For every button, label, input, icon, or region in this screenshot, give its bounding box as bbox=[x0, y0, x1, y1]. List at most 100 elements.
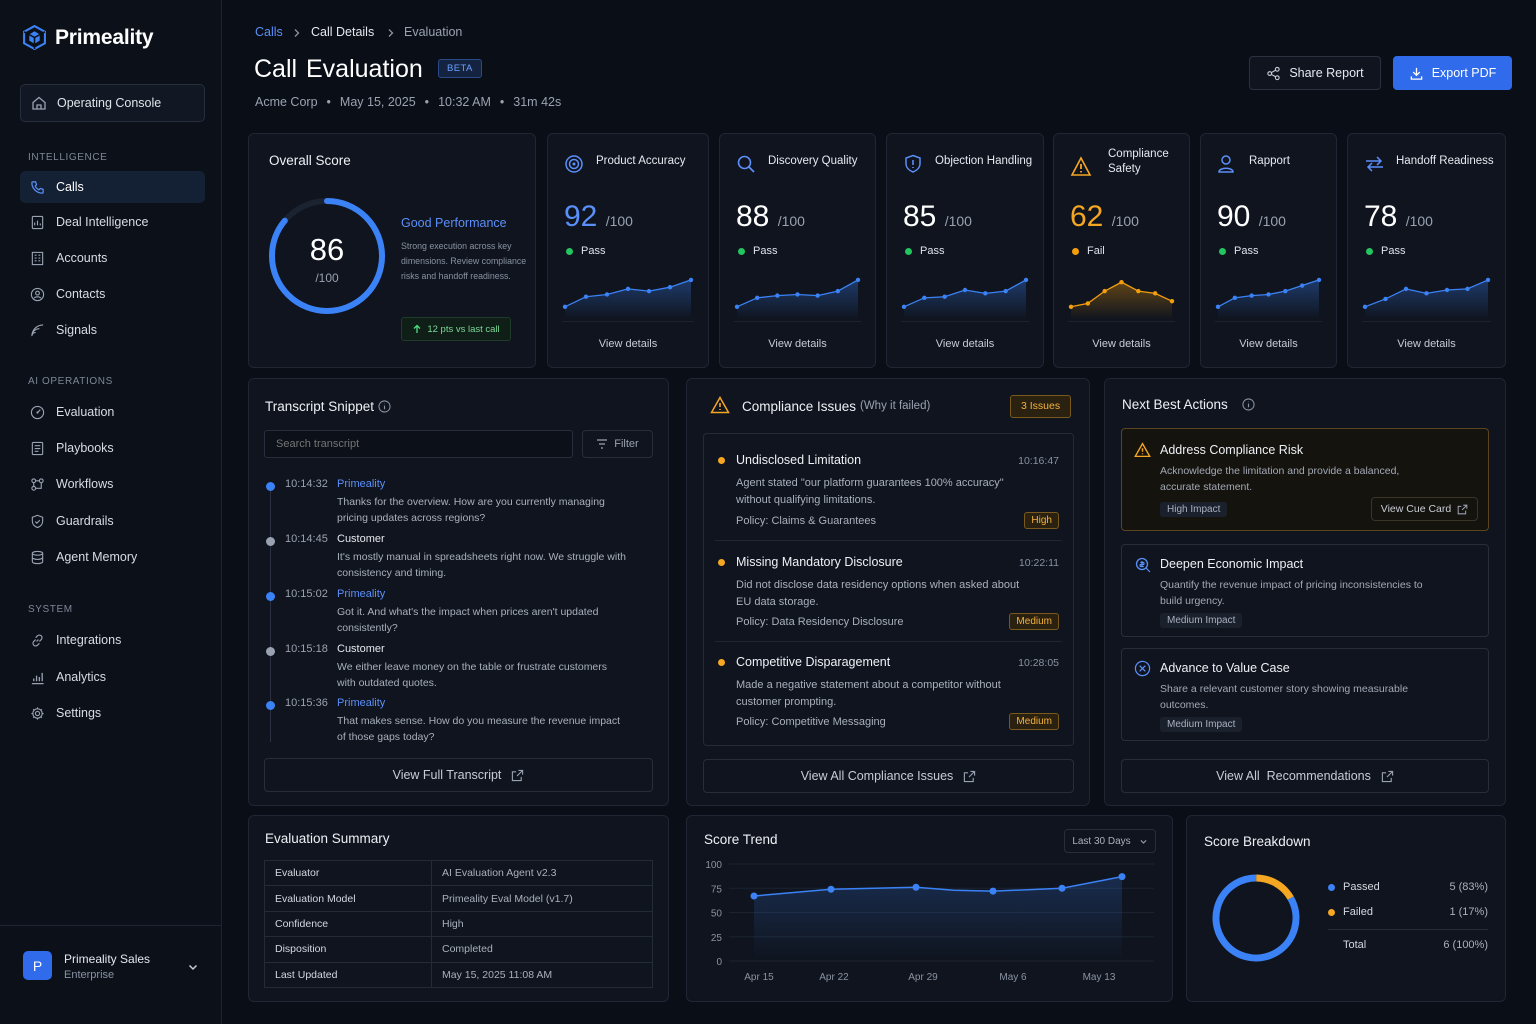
view-details-link[interactable]: View details bbox=[598, 338, 658, 350]
overall-score-card: Overall Score 86 /100 Good Performance S… bbox=[248, 133, 536, 368]
sidebar-item-agent-memory[interactable]: Agent Memory bbox=[20, 541, 205, 573]
view-all-compliance-button[interactable]: View All Compliance Issues bbox=[703, 759, 1074, 793]
sparkline-point bbox=[646, 288, 652, 294]
transcript-search-input[interactable] bbox=[264, 430, 573, 458]
row-label: Evaluator bbox=[264, 859, 432, 887]
sparkline-point bbox=[562, 304, 568, 309]
metric-score: 92 /100 bbox=[564, 200, 633, 234]
action-item[interactable]: Advance to Value Case Share a relevant c… bbox=[1121, 648, 1489, 741]
breadcrumb-calls[interactable]: Calls bbox=[255, 25, 283, 39]
sidebar-item-settings[interactable]: Settings bbox=[20, 697, 205, 729]
x-tick-label: Apr 22 bbox=[819, 972, 849, 983]
external-link-icon bbox=[512, 769, 524, 781]
trend-point[interactable] bbox=[750, 892, 758, 900]
sidebar-item-calls[interactable]: Calls bbox=[20, 171, 205, 203]
sidebar-item-workflows[interactable]: Workflows bbox=[20, 468, 205, 500]
view-details-link[interactable]: View details bbox=[1092, 338, 1151, 350]
metric-score: 62 /100 bbox=[1070, 200, 1139, 234]
user-plan: Enterprise bbox=[64, 969, 115, 981]
impact-badge: Medium Impact bbox=[1160, 613, 1243, 628]
action-item[interactable]: Address Compliance Risk Acknowledge the … bbox=[1121, 428, 1489, 531]
divider bbox=[715, 641, 1062, 642]
legend-dot bbox=[1328, 883, 1335, 891]
x-tick-label: Apr 15 bbox=[744, 972, 774, 983]
section-label-ai-operations: AI OPERATIONS bbox=[28, 376, 113, 387]
info-icon[interactable] bbox=[1242, 398, 1255, 411]
overall-score-value: 86 bbox=[309, 232, 345, 267]
trend-point[interactable] bbox=[989, 887, 997, 895]
metric-score-den: /100 bbox=[605, 213, 633, 229]
sidebar-item-label: Deal Intelligence bbox=[56, 215, 149, 229]
sidebar-item-label: Settings bbox=[56, 706, 102, 720]
export-pdf-button[interactable]: Export PDF bbox=[1393, 56, 1512, 90]
filter-label: Filter bbox=[614, 438, 639, 450]
sidebar-item-guardrails[interactable]: Guardrails bbox=[20, 505, 205, 537]
swap-icon bbox=[1366, 156, 1383, 172]
sparkline-point bbox=[1362, 304, 1368, 309]
metric-score-value: 88 bbox=[736, 200, 770, 233]
compliance-issue[interactable]: Missing Mandatory Disclosure 10:22:11 Di… bbox=[703, 555, 1073, 635]
share-report-button[interactable]: Share Report bbox=[1249, 56, 1381, 90]
legend-passed: Passed 5 (83%) bbox=[1328, 881, 1488, 893]
sidebar-item-contacts[interactable]: Contacts bbox=[20, 278, 205, 310]
metric-title: Handoff Readiness bbox=[1396, 155, 1494, 167]
view-details-link[interactable]: View details bbox=[935, 338, 995, 350]
trend-point[interactable] bbox=[827, 885, 835, 893]
view-details-link[interactable]: View details bbox=[1239, 338, 1298, 350]
overall-score-ring bbox=[269, 198, 385, 314]
donut-slice-passed[interactable] bbox=[1208, 870, 1304, 966]
compliance-issue[interactable]: Competitive Disparagement 10:28:05 Made … bbox=[703, 655, 1073, 735]
breadcrumb-call-details[interactable]: Call Details bbox=[311, 25, 375, 39]
view-all-recommendations-button[interactable]: View All Recommendations bbox=[1121, 759, 1489, 793]
metric-status-label: Pass bbox=[1234, 245, 1259, 257]
timeline-dot bbox=[266, 482, 275, 491]
sparkline-point bbox=[962, 287, 968, 293]
app-logo[interactable]: Primeality bbox=[22, 25, 154, 50]
action-item[interactable]: Deepen Economic Impact Quantify the reve… bbox=[1121, 544, 1489, 637]
metric-title: Compliance Safety bbox=[1108, 148, 1169, 175]
operating-console-button[interactable]: Operating Console bbox=[20, 84, 205, 122]
view-details-link[interactable]: View details bbox=[1397, 338, 1456, 350]
trend-point[interactable] bbox=[912, 883, 920, 891]
sidebar-item-accounts[interactable]: Accounts bbox=[20, 242, 205, 274]
sparkline-point bbox=[1068, 304, 1074, 309]
sidebar-item-signals[interactable]: Signals bbox=[20, 314, 205, 346]
chevron-right-icon bbox=[294, 29, 300, 37]
severity-dot bbox=[718, 659, 725, 666]
trend-point[interactable] bbox=[1118, 873, 1126, 881]
warning-icon bbox=[1070, 156, 1092, 176]
sidebar-item-evaluation[interactable]: Evaluation bbox=[20, 396, 205, 428]
chevron-down-icon[interactable] bbox=[187, 961, 199, 973]
user-switcher[interactable] bbox=[0, 925, 222, 1024]
sparkline-area bbox=[737, 279, 858, 320]
transcript-filter-button[interactable]: Filter bbox=[582, 430, 653, 458]
sidebar-item-deal-intelligence[interactable]: Deal Intelligence bbox=[20, 206, 205, 238]
transcript-entry: 10:14:32 Primeality Thanks for the overv… bbox=[264, 478, 644, 530]
legend-value: 6 (100%) bbox=[1443, 939, 1488, 951]
view-cue-card-button[interactable]: View Cue Card bbox=[1371, 497, 1478, 521]
avatar[interactable]: P bbox=[23, 951, 52, 980]
view-details-link[interactable]: View details bbox=[768, 338, 827, 350]
x-tick-label: Apr 29 bbox=[908, 972, 938, 983]
metric-score: 78 /100 bbox=[1364, 200, 1433, 234]
issue-title: Missing Mandatory Disclosure bbox=[736, 555, 903, 569]
warning-icon bbox=[1134, 442, 1151, 458]
sparkline-point bbox=[1232, 295, 1238, 301]
section-label-intelligence: INTELLIGENCE bbox=[28, 152, 108, 163]
metric-score-den: /100 bbox=[1405, 213, 1433, 229]
donut-slice-failed[interactable] bbox=[1208, 870, 1304, 966]
issues-list bbox=[703, 433, 1074, 746]
entry-text: We either leave money on the table or fr… bbox=[337, 661, 608, 689]
evaluation-summary-table: Evaluator AI Evaluation Agent v2.3 Evalua… bbox=[264, 859, 653, 988]
sidebar-item-playbooks[interactable]: Playbooks bbox=[20, 432, 205, 464]
trend-point[interactable] bbox=[1058, 884, 1066, 892]
divider bbox=[1215, 321, 1322, 322]
compliance-issue[interactable]: Undisclosed Limitation 10:16:47 Agent st… bbox=[703, 453, 1073, 533]
sparkline-point bbox=[1444, 287, 1450, 293]
date-range-select[interactable]: Last 30 Days bbox=[1064, 829, 1156, 853]
sidebar-item-analytics[interactable]: Analytics bbox=[20, 661, 205, 693]
sidebar-item-integrations[interactable]: Integrations bbox=[20, 624, 205, 656]
metric-card: Objection Handling 85 /100 Pass View det… bbox=[886, 133, 1044, 368]
view-full-transcript-button[interactable]: View Full Transcript bbox=[264, 758, 653, 792]
info-icon[interactable] bbox=[378, 400, 391, 413]
